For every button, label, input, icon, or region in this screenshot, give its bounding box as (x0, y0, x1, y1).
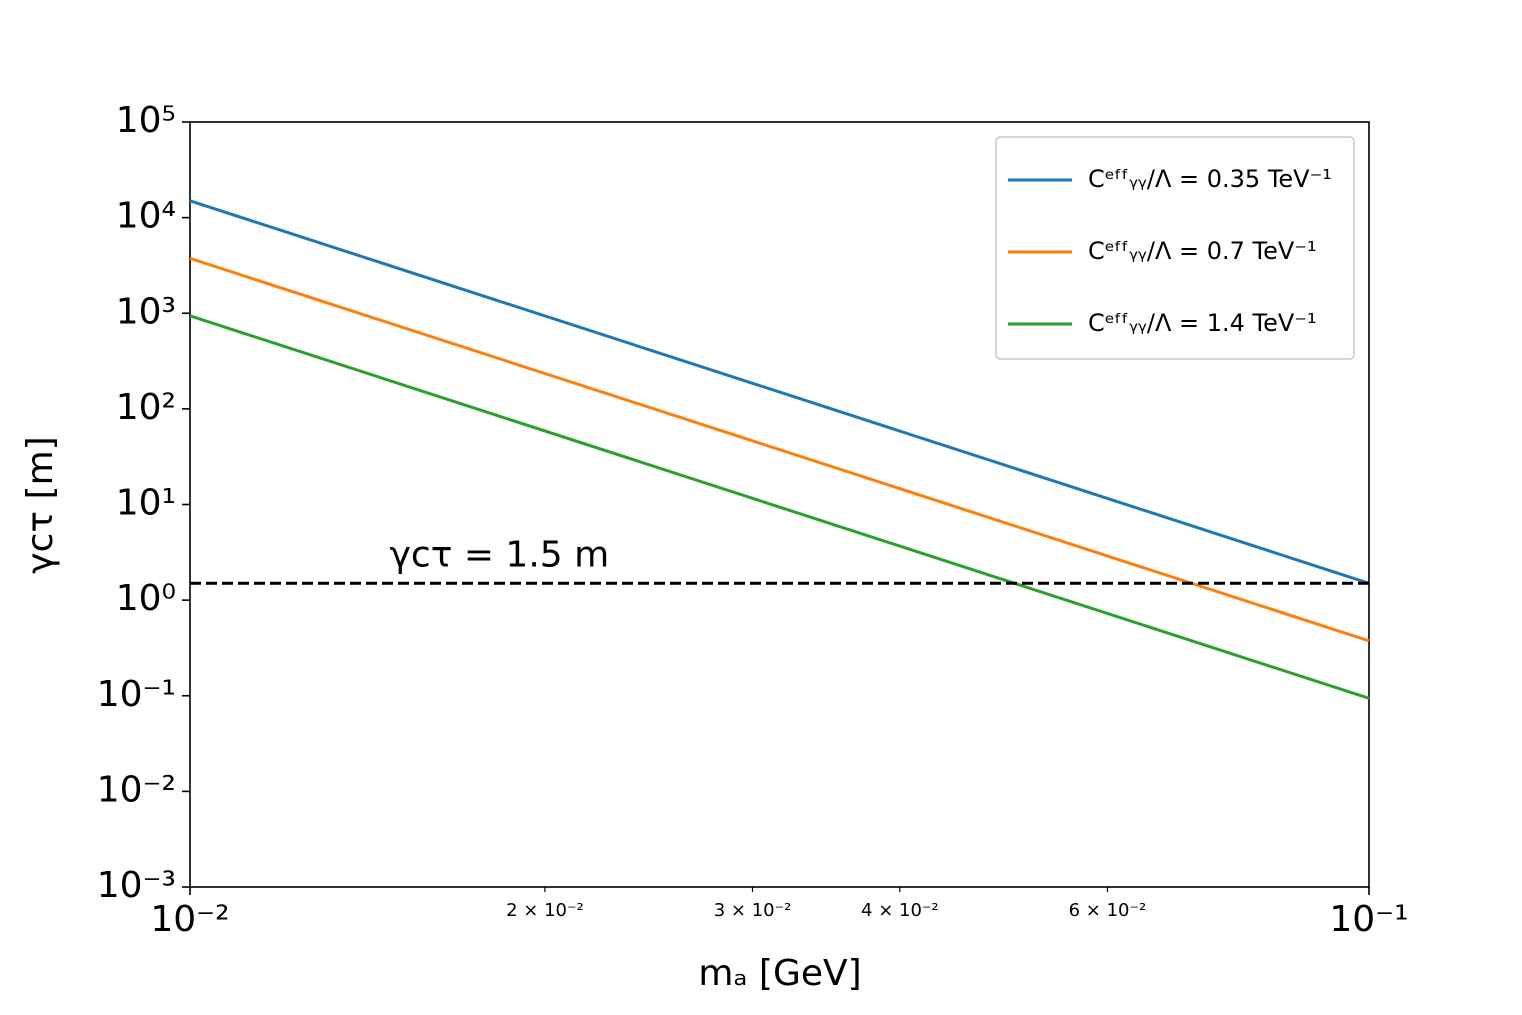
legend-box (995, 136, 1355, 360)
y-tick-label: 10⁰ (116, 578, 176, 619)
legend-label: Cᵉᶠᶠᵧᵧ/Λ = 0.35 TeV⁻¹ (1088, 165, 1332, 193)
x-axis-label: mₐ [GeV] (698, 953, 861, 994)
y-tick-label: 10³ (116, 291, 176, 332)
series-line (189, 314, 1370, 700)
legend-label: Cᵉᶠᶠᵧᵧ/Λ = 0.7 TeV⁻¹ (1088, 237, 1317, 265)
x-minor-tick-label: 4 × 10⁻² (861, 900, 939, 921)
x-minor-tick-label: 3 × 10⁻² (714, 900, 792, 921)
y-tick-label: 10² (116, 387, 176, 428)
reference-label: γcτ = 1.5 m (390, 534, 610, 575)
series-line (189, 256, 1370, 643)
legend-label: Cᵉᶠᶠᵧᵧ/Λ = 1.4 TeV⁻¹ (1088, 309, 1317, 337)
y-tick-label: 10⁻¹ (97, 674, 176, 715)
y-tick-label: 10⁵ (116, 100, 176, 141)
y-tick-label: 10⁻³ (97, 865, 176, 906)
series-line (189, 199, 1370, 585)
y-axis-label: γcτ [m] (20, 436, 61, 573)
x-minor-tick-label: 6 × 10⁻² (1069, 900, 1147, 921)
x-tick-label: 10⁻¹ (1329, 899, 1408, 940)
x-minor-tick-label: 2 × 10⁻² (506, 900, 584, 921)
x-tick-label: 10⁻² (150, 899, 229, 940)
y-tick-label: 10⁻² (97, 769, 176, 810)
y-tick-label: 10⁴ (116, 196, 176, 237)
y-tick-label: 10¹ (116, 483, 176, 524)
